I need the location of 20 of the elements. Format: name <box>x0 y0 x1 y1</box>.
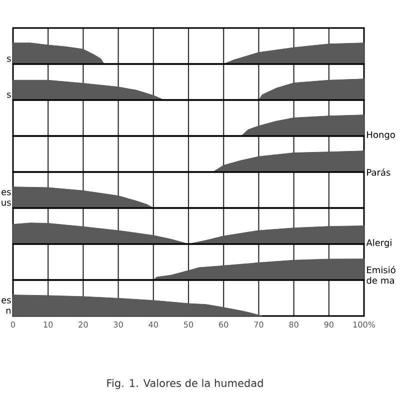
x-tick-label: 60 <box>219 322 228 328</box>
y2-axis-title: Alergi <box>366 239 392 248</box>
x-tick-label: 100% <box>353 322 375 328</box>
y2-axis-title: Parás <box>367 168 390 176</box>
x-tick-label: 30 <box>114 322 123 328</box>
y-axis-title: es n <box>2 298 11 314</box>
y-axis-title: s <box>7 56 11 62</box>
x-tick-label: 50 <box>184 322 194 328</box>
y2-axis-title: Emisió de ma <box>366 266 396 284</box>
x-tick-label: 70 <box>254 322 264 328</box>
y2-axis-title: Hongo <box>367 131 395 140</box>
x-tick-label: 90 <box>324 322 334 328</box>
x-tick-label: 0 <box>10 322 16 328</box>
caption: Fig. 1. Valores de la humedad <box>107 378 263 390</box>
x-tick-label: 10 <box>44 322 53 328</box>
y-axis-title: es us <box>2 190 11 206</box>
y-axis-title: s <box>7 92 11 98</box>
x-tick-label: 20 <box>78 322 88 328</box>
x-tick-label: 40 <box>148 322 158 328</box>
x-tick-label: 80 <box>289 322 298 328</box>
